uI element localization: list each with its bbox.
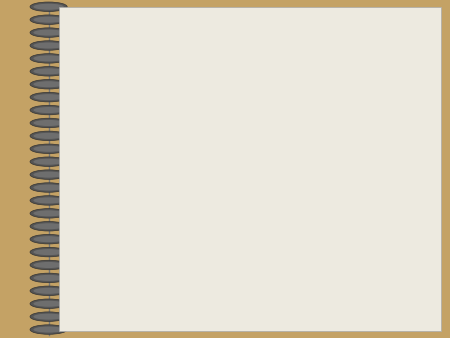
Text: is said to have a Normal Distribution with: is said to have a Normal Distribution wi… bbox=[74, 227, 386, 241]
Ellipse shape bbox=[33, 68, 64, 74]
Ellipse shape bbox=[30, 79, 67, 89]
Ellipse shape bbox=[30, 286, 67, 295]
Ellipse shape bbox=[30, 144, 67, 153]
Ellipse shape bbox=[33, 185, 64, 191]
Ellipse shape bbox=[33, 327, 64, 333]
Ellipse shape bbox=[30, 170, 67, 179]
Ellipse shape bbox=[30, 131, 67, 141]
Ellipse shape bbox=[33, 133, 64, 139]
Ellipse shape bbox=[30, 221, 67, 231]
Ellipse shape bbox=[30, 28, 67, 37]
Ellipse shape bbox=[30, 15, 67, 24]
Ellipse shape bbox=[33, 159, 64, 165]
Ellipse shape bbox=[30, 247, 67, 257]
Text: A random variable X having a probability density: A random variable X having a probability… bbox=[74, 78, 438, 92]
Ellipse shape bbox=[30, 2, 67, 11]
Ellipse shape bbox=[30, 157, 67, 166]
Ellipse shape bbox=[33, 275, 64, 281]
Ellipse shape bbox=[33, 120, 64, 126]
Ellipse shape bbox=[30, 299, 67, 309]
Ellipse shape bbox=[33, 17, 64, 23]
Ellipse shape bbox=[33, 236, 64, 242]
Ellipse shape bbox=[33, 197, 64, 203]
Ellipse shape bbox=[30, 54, 67, 63]
Ellipse shape bbox=[33, 29, 64, 35]
Ellipse shape bbox=[33, 43, 64, 49]
Ellipse shape bbox=[30, 118, 67, 128]
Ellipse shape bbox=[33, 4, 64, 10]
Ellipse shape bbox=[30, 273, 67, 283]
Ellipse shape bbox=[30, 209, 67, 218]
Ellipse shape bbox=[30, 92, 67, 102]
Text: Distribution: Distribution bbox=[238, 27, 353, 45]
Ellipse shape bbox=[33, 262, 64, 268]
Ellipse shape bbox=[33, 314, 64, 320]
Ellipse shape bbox=[33, 55, 64, 62]
Ellipse shape bbox=[30, 325, 67, 334]
Ellipse shape bbox=[33, 172, 64, 178]
Text: Normal: Normal bbox=[159, 27, 235, 45]
Ellipse shape bbox=[33, 94, 64, 100]
Ellipse shape bbox=[30, 67, 67, 76]
Text: Symbolically, $X \sim N(\mu,\; \sigma^2)$.: Symbolically, $X \sim N(\mu,\; \sigma^2)… bbox=[74, 285, 271, 307]
Ellipse shape bbox=[30, 183, 67, 192]
Ellipse shape bbox=[33, 249, 64, 255]
Ellipse shape bbox=[33, 288, 64, 294]
Ellipse shape bbox=[30, 312, 67, 321]
Ellipse shape bbox=[33, 301, 64, 307]
Ellipse shape bbox=[33, 107, 64, 113]
Text: parameters $\mu$ and $\sigma^2$.: parameters $\mu$ and $\sigma^2$. bbox=[74, 249, 233, 271]
Ellipse shape bbox=[30, 196, 67, 205]
Ellipse shape bbox=[33, 146, 64, 152]
Ellipse shape bbox=[30, 235, 67, 244]
Text: $f\,(x) = \dfrac{1}{\sigma\sqrt{2\pi}}\,e^{\,\frac{-1}{2}\left(\frac{x-\mu}{\sig: $f\,(x) = \dfrac{1}{\sigma\sqrt{2\pi}}\,… bbox=[82, 146, 339, 185]
Text: function given by the formula: function given by the formula bbox=[74, 103, 294, 118]
Ellipse shape bbox=[33, 210, 64, 216]
Ellipse shape bbox=[30, 260, 67, 270]
Ellipse shape bbox=[30, 41, 67, 50]
Ellipse shape bbox=[33, 223, 64, 229]
Ellipse shape bbox=[33, 81, 64, 87]
Ellipse shape bbox=[30, 105, 67, 115]
